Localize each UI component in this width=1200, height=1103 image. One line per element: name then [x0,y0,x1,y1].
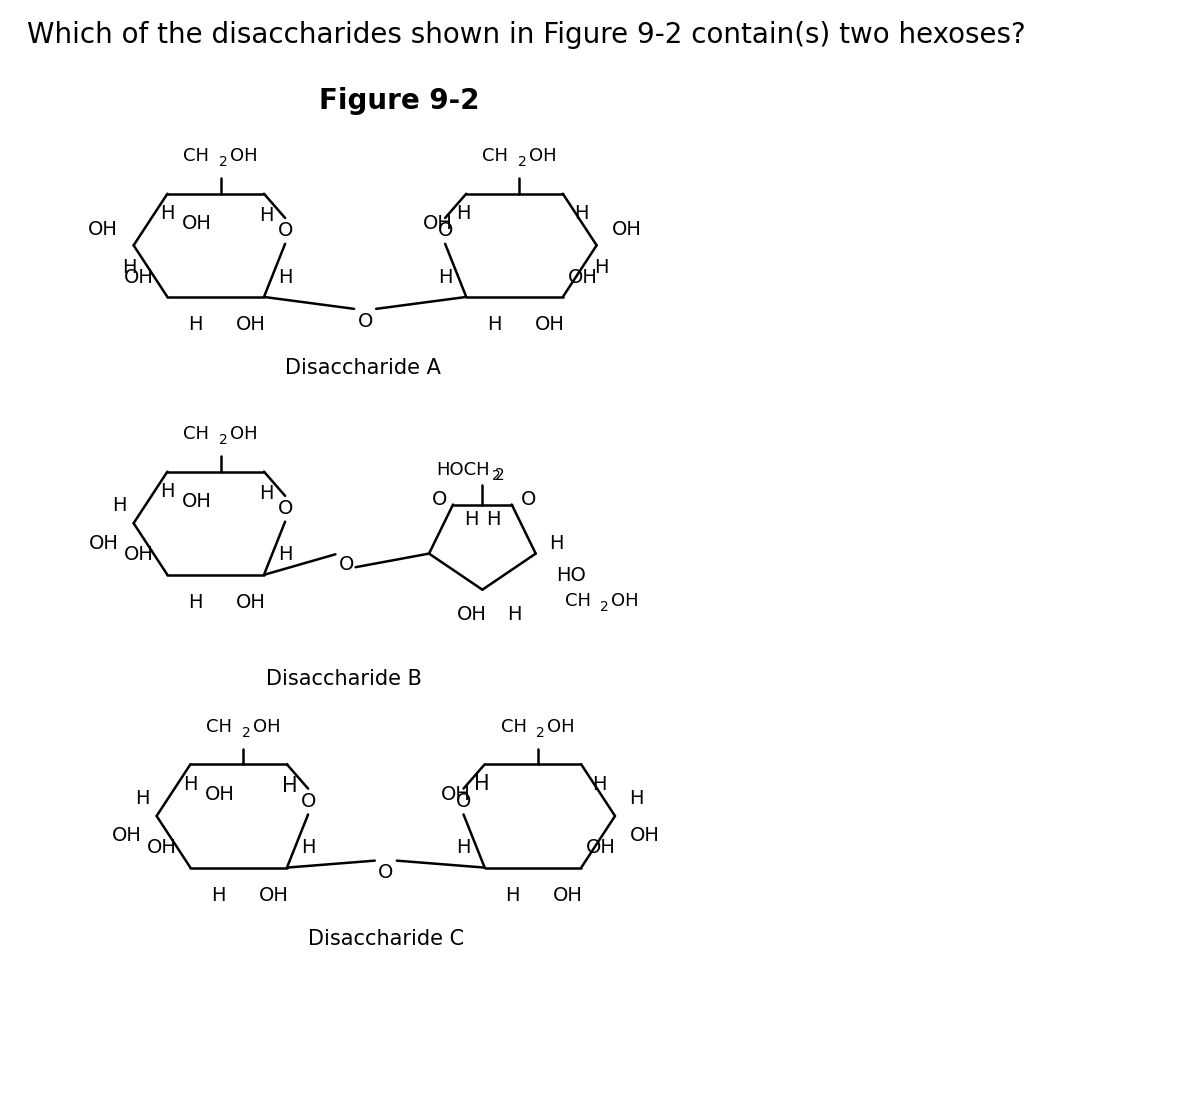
Text: H: H [508,606,522,624]
Text: H: H [574,204,588,223]
Text: H: H [277,268,293,287]
Text: H: H [593,774,607,794]
Text: CH: CH [206,718,233,736]
Text: H: H [259,206,274,225]
Text: H: H [113,496,127,515]
Text: OH: OH [611,592,638,610]
Text: H: H [121,258,137,277]
Text: CH: CH [500,718,527,736]
Text: H: H [464,510,479,529]
Text: H: H [160,204,175,223]
Text: H: H [486,510,500,529]
Text: H: H [160,482,175,501]
Text: CH: CH [565,592,590,610]
Text: H: H [282,777,298,796]
Text: H: H [277,546,293,565]
Text: OH: OH [422,214,452,233]
Text: HOCH: HOCH [436,461,490,479]
Text: H: H [594,258,608,277]
Text: Figure 9-2: Figure 9-2 [319,87,480,116]
Text: OH: OH [547,718,575,736]
Text: OH: OH [89,534,119,553]
Text: O: O [300,792,316,811]
Text: 2: 2 [218,154,228,169]
Text: H: H [438,268,452,287]
Text: H: H [505,886,520,904]
Text: 2: 2 [536,726,545,740]
Text: OH: OH [259,886,288,904]
Text: H: H [188,315,203,334]
Text: O: O [338,555,354,574]
Text: OH: OH [456,606,486,624]
Text: OH: OH [89,219,118,239]
Text: OH: OH [440,784,470,804]
Text: 2: 2 [241,726,251,740]
Text: OH: OH [553,886,583,904]
Text: OH: OH [568,268,598,287]
Text: OH: OH [113,826,142,845]
Text: OH: OH [534,315,564,334]
Text: H: H [487,315,502,334]
Text: HO: HO [556,566,586,585]
Text: O: O [378,863,394,882]
Text: OH: OH [586,838,616,857]
Text: 2: 2 [600,600,608,614]
Text: O: O [432,490,446,510]
Text: O: O [277,500,293,518]
Text: OH: OH [146,838,176,857]
Text: O: O [521,490,536,510]
Text: O: O [277,222,293,240]
Text: O: O [456,792,472,811]
Text: H: H [301,838,316,857]
Text: OH: OH [205,784,235,804]
Text: H: H [456,204,470,223]
Text: H: H [456,838,470,857]
Text: O: O [358,312,373,331]
Text: CH: CH [184,147,210,165]
Text: OH: OH [630,826,659,845]
Text: OH: OH [124,546,154,565]
Text: H: H [550,534,564,554]
Text: OH: OH [182,214,212,233]
Text: OH: OH [528,147,557,165]
Text: OH: OH [229,425,257,443]
Text: H: H [184,774,198,794]
Text: H: H [211,886,226,904]
Text: Disaccharide A: Disaccharide A [284,358,440,378]
Text: Which of the disaccharides shown in Figure 9-2 contain(s) two hexoses?: Which of the disaccharides shown in Figu… [28,21,1026,49]
Text: OH: OH [612,219,642,239]
Text: CH: CH [482,147,509,165]
Text: OH: OH [124,268,154,287]
Text: H: H [474,774,490,794]
Text: CH: CH [184,425,210,443]
Text: 2: 2 [517,154,527,169]
Text: H: H [629,789,643,807]
Text: H: H [188,593,203,612]
Text: 2: 2 [496,469,505,483]
Text: OH: OH [235,593,265,612]
Text: Disaccharide C: Disaccharide C [307,929,464,949]
Text: 2: 2 [492,469,500,483]
Text: H: H [136,789,150,807]
Text: OH: OH [253,718,281,736]
Text: 2: 2 [218,432,228,447]
Text: OH: OH [182,492,212,511]
Text: OH: OH [235,315,265,334]
Text: Disaccharide B: Disaccharide B [266,670,422,689]
Text: OH: OH [229,147,257,165]
Text: O: O [438,222,452,240]
Text: H: H [259,484,274,503]
